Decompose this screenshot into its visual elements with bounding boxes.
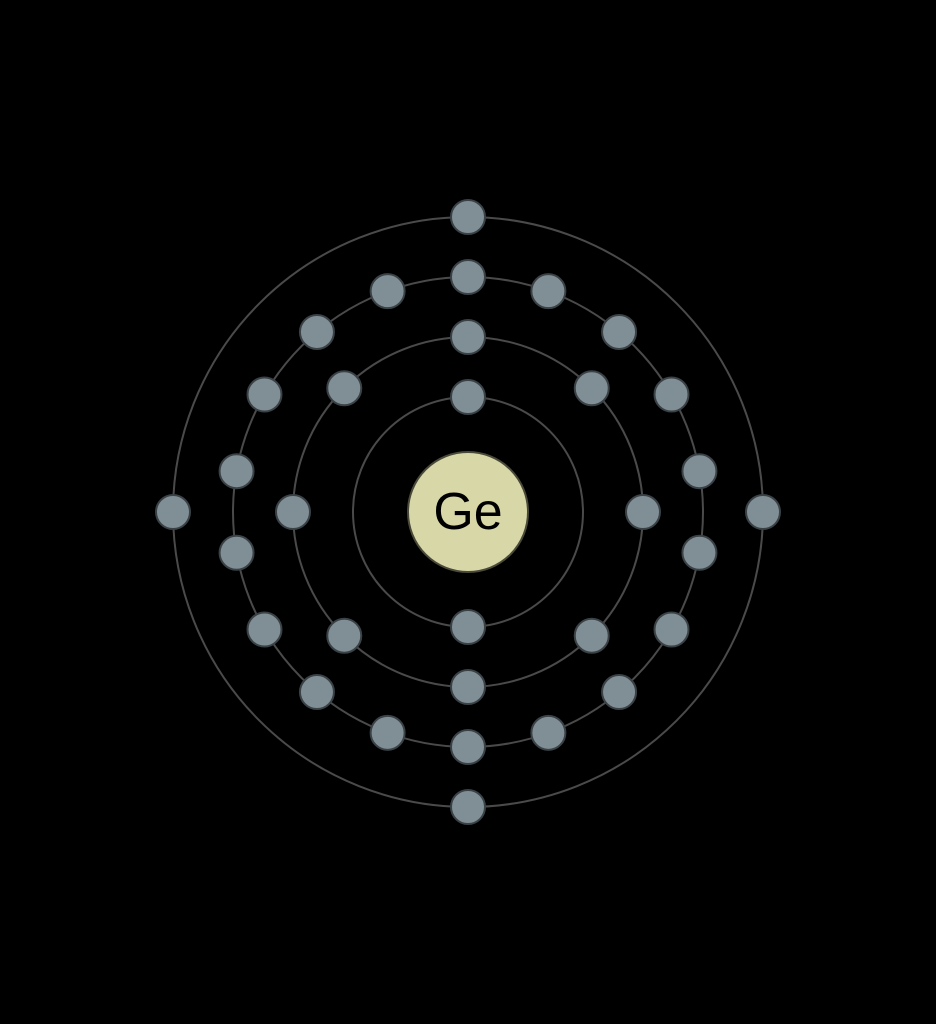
- electron-shell2-3: [626, 495, 660, 529]
- electron-shell3-10: [451, 730, 485, 764]
- electron-shell3-18: [371, 274, 405, 308]
- electron-shell3-8: [602, 675, 636, 709]
- electron-shell4-3: [451, 790, 485, 824]
- electron-shell3-1: [451, 260, 485, 294]
- electron-shell3-6: [682, 536, 716, 570]
- electron-shell2-8: [327, 371, 361, 405]
- electron-shell3-11: [371, 716, 405, 750]
- electron-shell4-1: [451, 200, 485, 234]
- nucleus-label: Ge: [433, 483, 502, 541]
- electron-shell2-2: [575, 371, 609, 405]
- electron-shell1-2: [451, 610, 485, 644]
- electron-shell3-16: [247, 378, 281, 412]
- electron-shell1-1: [451, 380, 485, 414]
- electron-shell2-5: [451, 670, 485, 704]
- electron-shell3-4: [655, 378, 689, 412]
- electron-shell3-15: [220, 454, 254, 488]
- electron-shell2-7: [276, 495, 310, 529]
- electron-shell2-6: [327, 619, 361, 653]
- electron-shell2-4: [575, 619, 609, 653]
- electron-shell3-7: [655, 613, 689, 647]
- electron-shell2-1: [451, 320, 485, 354]
- electron-shell3-17: [300, 315, 334, 349]
- electron-shell3-12: [300, 675, 334, 709]
- electron-shell3-13: [247, 613, 281, 647]
- electron-shell4-2: [746, 495, 780, 529]
- electron-shell4-4: [156, 495, 190, 529]
- electron-shell3-2: [531, 274, 565, 308]
- electron-shell3-9: [531, 716, 565, 750]
- electron-shell3-14: [220, 536, 254, 570]
- electron-shell3-3: [602, 315, 636, 349]
- bohr-diagram: Ge: [0, 0, 936, 1024]
- electron-shell3-5: [682, 454, 716, 488]
